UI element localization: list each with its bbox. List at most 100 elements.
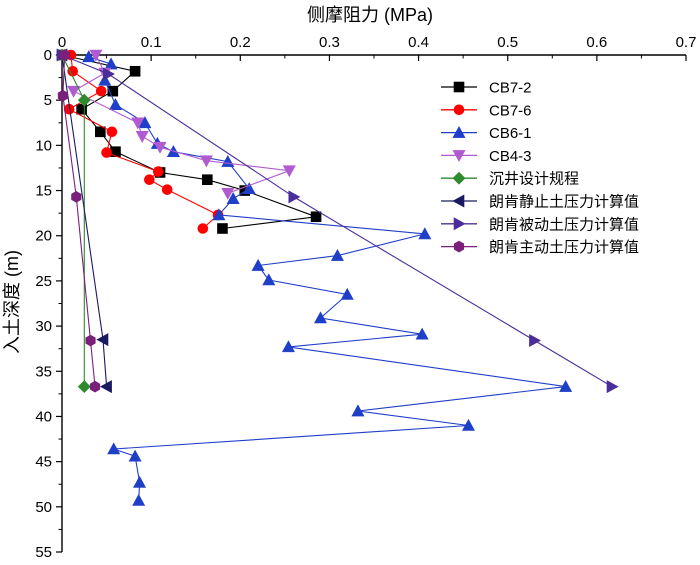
series-CB6-1	[82, 50, 573, 506]
legend-marker	[453, 240, 465, 253]
data-point	[96, 333, 109, 347]
data-point	[251, 258, 265, 271]
legend-label: 朗肯静止土压力计算值	[489, 193, 639, 211]
series-line	[88, 56, 566, 501]
x-tick-label: 0.4	[408, 34, 429, 51]
data-point	[310, 211, 322, 223]
data-point	[99, 380, 112, 394]
x-tick-label: 0.3	[319, 34, 340, 51]
x-tick-label: 0.6	[586, 34, 607, 51]
data-point	[161, 184, 173, 195]
data-point	[282, 165, 296, 178]
data-point	[281, 340, 295, 353]
data-point	[101, 147, 112, 158]
legend-item: 朗肯主动土压力计算值	[441, 238, 639, 256]
data-point	[128, 449, 142, 462]
data-point	[461, 418, 475, 431]
x-tick-label: 0.2	[230, 34, 251, 51]
data-point	[226, 192, 240, 204]
data-point	[67, 85, 81, 98]
data-point	[314, 311, 328, 324]
data-point	[104, 57, 118, 70]
data-point	[288, 190, 301, 204]
data-point	[57, 89, 68, 102]
data-point	[133, 475, 147, 488]
y-tick-label: 55	[35, 544, 52, 561]
y-tick-label: 5	[44, 92, 52, 109]
data-point	[242, 182, 256, 195]
legend-label: CB6-1	[489, 125, 532, 142]
y-tick-label: 35	[35, 363, 52, 380]
legend-item: 朗肯被动土压力计算值	[441, 215, 639, 233]
plot-area	[61, 54, 686, 552]
legend-label: CB4-3	[489, 148, 532, 165]
data-point	[135, 131, 149, 143]
legend-item: 朗肯静止土压力计算值	[441, 193, 639, 211]
data-point	[138, 116, 152, 129]
series-CB4-3	[67, 49, 296, 200]
legend-label: CB7-6	[489, 102, 532, 119]
data-point	[217, 223, 228, 234]
y-tick-label: 20	[35, 228, 52, 245]
data-point	[89, 380, 101, 393]
data-point	[107, 85, 119, 97]
data-point	[351, 404, 365, 417]
data-point	[199, 155, 213, 168]
data-point	[262, 273, 276, 286]
legend-marker	[453, 81, 465, 93]
series-朗肯主动土压力计算值	[57, 49, 101, 393]
data-point	[129, 65, 141, 77]
data-point	[144, 174, 155, 186]
data-point	[132, 493, 146, 506]
data-point	[76, 103, 87, 115]
data-point	[197, 223, 209, 234]
legend-item: 沉井设计规程	[441, 171, 579, 188]
y-tick-label: 45	[35, 454, 52, 471]
legend: CB7-2 CB7-6 CB6-1 CB4-3 沉井设计规程朗肯静止土压力计算值朗肯被动…	[441, 80, 639, 256]
x-tick-label: 0.5	[497, 34, 518, 51]
data-point	[131, 117, 145, 130]
x-ticks: 0 0.1 0.2 0.3 0.4 0.5 0.6 0.7	[58, 34, 697, 61]
legend-marker	[453, 104, 465, 116]
data-point	[559, 380, 573, 392]
data-point	[340, 287, 354, 300]
legend-label: 沉井设计规程	[489, 171, 579, 188]
data-point	[77, 380, 91, 394]
legend-label: 朗肯主动土压力计算值	[489, 238, 639, 256]
data-point	[221, 187, 235, 200]
series-CB7-6	[63, 49, 224, 234]
data-point	[82, 50, 96, 63]
x-tick-label: 0.7	[676, 34, 697, 51]
legend-marker	[452, 194, 465, 208]
data-point	[330, 248, 344, 261]
y-tick-label: 50	[35, 499, 52, 516]
y-axis-title: 入土深度 (m)	[2, 250, 22, 354]
data-point	[85, 334, 96, 347]
data-point	[67, 65, 78, 77]
data-point	[106, 126, 118, 138]
data-point	[415, 327, 429, 340]
data-point	[153, 141, 167, 154]
data-point	[103, 67, 115, 81]
y-tick-label: 10	[35, 137, 52, 154]
series-line	[61, 54, 317, 230]
legend-label: 朗肯被动土压力计算值	[489, 215, 639, 233]
legend-item: CB7-6	[441, 102, 532, 119]
series-layer	[55, 48, 619, 506]
legend-marker	[452, 150, 466, 163]
legend-label: CB7-2	[489, 80, 532, 97]
x-tick-label: 0	[58, 34, 66, 51]
data-point	[107, 442, 121, 455]
data-point	[202, 174, 213, 186]
legend-marker	[452, 171, 466, 185]
data-point	[152, 166, 164, 177]
legend-marker	[452, 125, 466, 138]
data-point	[71, 191, 82, 203]
data-point	[98, 73, 112, 86]
y-ticks: 0 5 10 15 20 25 30 35 40 45 50 55	[35, 47, 62, 561]
data-point	[212, 208, 226, 221]
data-point	[77, 93, 91, 107]
y-tick-label: 30	[35, 318, 52, 335]
data-point	[529, 334, 542, 348]
